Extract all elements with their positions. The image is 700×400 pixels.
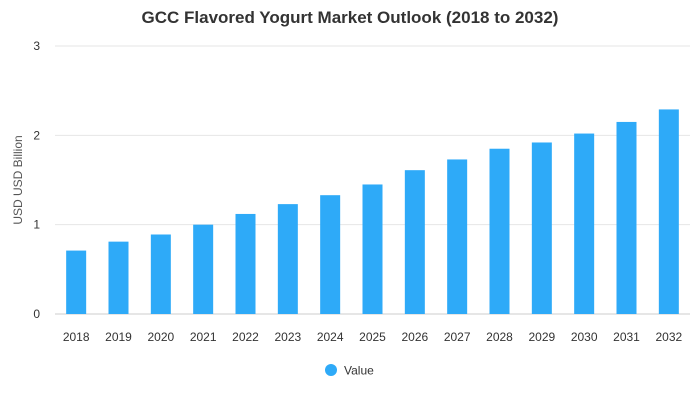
x-axis-ticks: 2018 2019 2020 2021 2022 2023 2024 2025 2026 2027… xyxy=(63,330,683,344)
bar-2018[interactable] xyxy=(66,250,87,314)
x-tick-label: 2021 xyxy=(190,330,217,344)
x-tick-label: 2032 xyxy=(655,330,682,344)
x-tick-label: 2025 xyxy=(359,330,386,344)
bar-2030[interactable] xyxy=(574,133,595,314)
legend-swatch xyxy=(325,364,337,376)
y-tick-label: 2 xyxy=(33,128,40,142)
bar-2027[interactable] xyxy=(447,159,468,314)
x-tick-label: 2024 xyxy=(317,330,344,344)
y-tick-label: 0 xyxy=(33,307,40,321)
legend[interactable]: Value xyxy=(325,364,374,378)
bar-2031[interactable] xyxy=(616,121,637,314)
bar-2032[interactable] xyxy=(658,109,679,314)
bar-2021[interactable] xyxy=(193,224,214,314)
x-tick-label: 2028 xyxy=(486,330,513,344)
x-tick-label: 2018 xyxy=(63,330,90,344)
x-tick-label: 2031 xyxy=(613,330,640,344)
bar-2029[interactable] xyxy=(531,142,552,314)
x-tick-label: 2020 xyxy=(147,330,174,344)
x-tick-label: 2019 xyxy=(105,330,132,344)
bar-2026[interactable] xyxy=(404,170,425,314)
y-axis-label: USD USD Billion xyxy=(11,135,25,224)
bar-2019[interactable] xyxy=(108,241,129,314)
legend-label-value: Value xyxy=(344,364,374,378)
y-axis-ticks: 0 1 2 3 xyxy=(33,39,40,321)
bar-2028[interactable] xyxy=(489,148,510,314)
x-tick-label: 2026 xyxy=(401,330,428,344)
bar-2020[interactable] xyxy=(150,234,171,314)
x-tick-label: 2029 xyxy=(528,330,555,344)
x-tick-label: 2027 xyxy=(444,330,471,344)
chart-title: GCC Flavored Yogurt Market Outlook (2018… xyxy=(141,8,559,27)
bar-2023[interactable] xyxy=(277,204,298,314)
x-tick-label: 2022 xyxy=(232,330,259,344)
bar-2024[interactable] xyxy=(320,195,341,314)
bar-2022[interactable] xyxy=(235,213,256,314)
bar-2025[interactable] xyxy=(362,184,383,314)
bars xyxy=(66,109,679,314)
y-tick-label: 3 xyxy=(33,39,40,53)
x-tick-label: 2023 xyxy=(274,330,301,344)
x-tick-label: 2030 xyxy=(571,330,598,344)
y-tick-label: 1 xyxy=(33,218,40,232)
